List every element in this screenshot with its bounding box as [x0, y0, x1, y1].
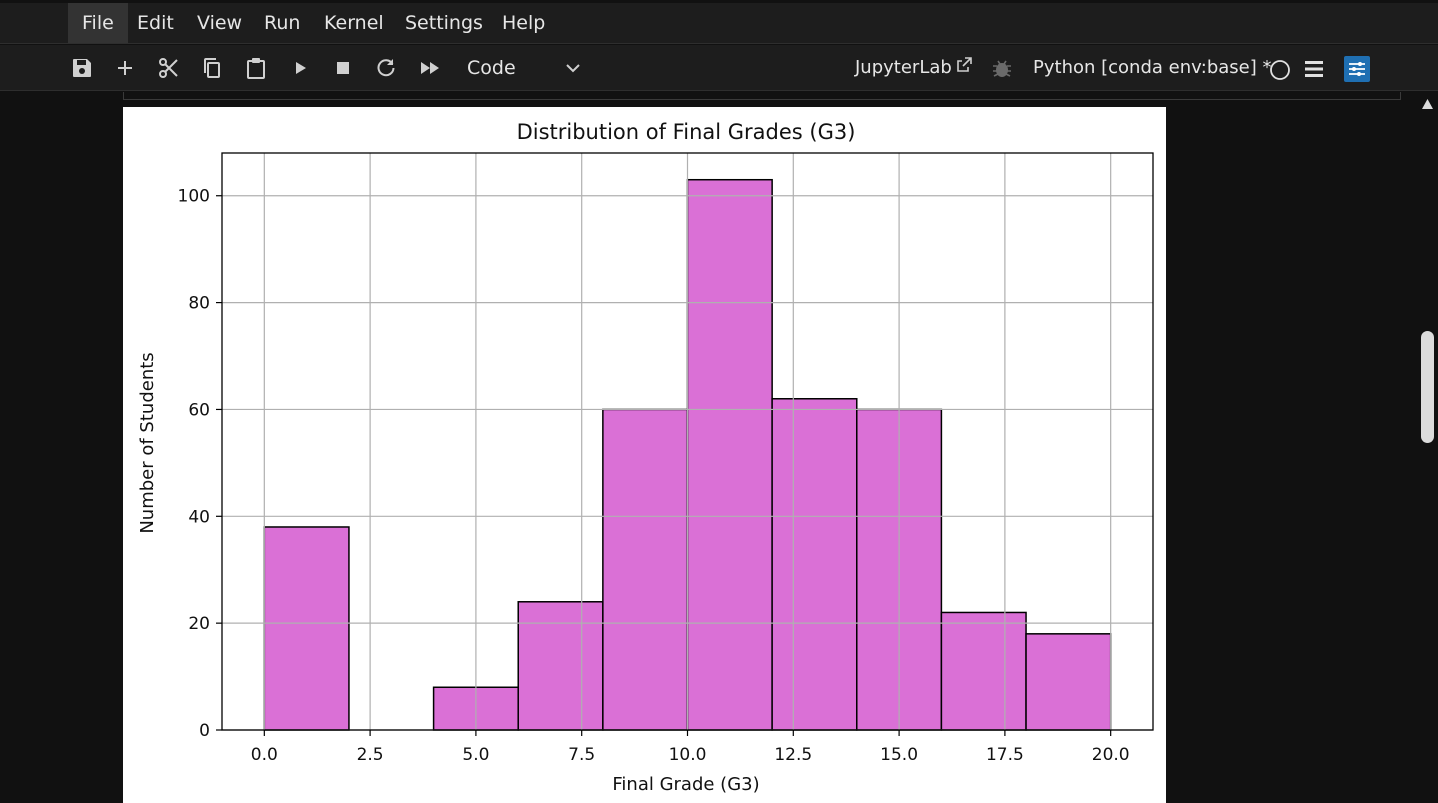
- cell-type-value: Code: [467, 57, 516, 79]
- x-tick-label: 20.0: [1092, 745, 1130, 765]
- histogram-bar: [517, 601, 604, 731]
- histogram-bar: [1025, 633, 1112, 731]
- run-icon[interactable]: [288, 56, 312, 80]
- histogram-bar: [771, 398, 858, 731]
- scroll-up-arrow-icon[interactable]: [1421, 98, 1434, 110]
- x-tick-label: 2.5: [357, 745, 384, 765]
- fast-forward-icon[interactable]: [418, 56, 442, 80]
- menu-settings[interactable]: Settings: [405, 12, 483, 34]
- window-top-edge: [0, 0, 1438, 3]
- x-tick-label: 17.5: [986, 745, 1024, 765]
- histogram-bar: [263, 526, 350, 731]
- menu-kernel[interactable]: Kernel: [324, 12, 384, 34]
- x-tick-label: 0.0: [251, 745, 278, 765]
- sliders-icon: [1349, 62, 1365, 76]
- y-ticks: 0 20 40 60 80 100: [178, 187, 222, 741]
- cell-type-select[interactable]: Code: [456, 53, 586, 83]
- y-axis-label: Number of Students: [137, 352, 158, 533]
- x-tick-label: 10.0: [669, 745, 707, 765]
- y-tick-label: 0: [199, 721, 210, 741]
- cut-icon[interactable]: [157, 56, 181, 80]
- add-cell-icon[interactable]: [113, 56, 137, 80]
- histogram-bar: [686, 178, 773, 731]
- menu-edit[interactable]: Edit: [137, 12, 174, 34]
- y-tick-label: 40: [188, 507, 210, 527]
- y-tick-label: 80: [188, 294, 210, 314]
- y-tick-label: 100: [178, 187, 210, 207]
- x-tick-label: 7.5: [568, 745, 595, 765]
- previous-cell-border: [123, 92, 1401, 100]
- kernel-status-idle-icon: [1270, 60, 1290, 80]
- x-tick-label: 12.5: [774, 745, 812, 765]
- x-axis-label: Final Grade (G3): [612, 774, 759, 795]
- cell-output-chart: 0.0 2.5 5.0 7.5 10.0 12.5 15.0 17.5 20.0 0 20 40 60…: [123, 107, 1166, 803]
- menu-bar: File Edit View Run Kernel Settings Help: [0, 0, 1438, 44]
- scrollbar-thumb[interactable]: [1421, 331, 1434, 443]
- x-ticks: 0.0 2.5 5.0 7.5 10.0 12.5 15.0 17.5 20.0: [251, 730, 1130, 765]
- histogram-bar: [940, 611, 1027, 731]
- list-menu-icon[interactable]: [1303, 58, 1325, 80]
- chart-title: Distribution of Final Grades (G3): [517, 120, 856, 144]
- menu-run[interactable]: Run: [264, 12, 301, 34]
- x-tick-label: 5.0: [462, 745, 489, 765]
- save-icon[interactable]: [70, 56, 94, 80]
- open-in-jupyterlab-link[interactable]: JupyterLab: [855, 57, 952, 78]
- debugger-bug-icon[interactable]: [991, 58, 1013, 80]
- restart-icon[interactable]: [374, 56, 398, 80]
- histogram-bar: [602, 408, 689, 731]
- copy-icon[interactable]: [200, 56, 224, 80]
- kernel-name[interactable]: Python [conda env:base] *: [1033, 57, 1272, 78]
- notebook-toolbar: Code JupyterLab Python [conda env:base] …: [0, 45, 1438, 91]
- stop-icon[interactable]: [331, 56, 355, 80]
- x-tick-label: 15.0: [880, 745, 918, 765]
- menu-view[interactable]: View: [197, 12, 243, 34]
- property-inspector-button[interactable]: [1344, 56, 1370, 82]
- menu-file[interactable]: File: [68, 3, 128, 43]
- vertical-scrollbar[interactable]: [1416, 92, 1438, 803]
- menu-help[interactable]: Help: [502, 12, 546, 34]
- chevron-down-icon: [566, 64, 580, 73]
- y-tick-label: 60: [188, 400, 210, 420]
- histogram-chart: 0.0 2.5 5.0 7.5 10.0 12.5 15.0 17.5 20.0 0 20 40 60…: [137, 120, 1154, 795]
- paste-icon[interactable]: [244, 56, 268, 80]
- external-link-icon: [957, 57, 972, 72]
- y-tick-label: 20: [188, 614, 210, 634]
